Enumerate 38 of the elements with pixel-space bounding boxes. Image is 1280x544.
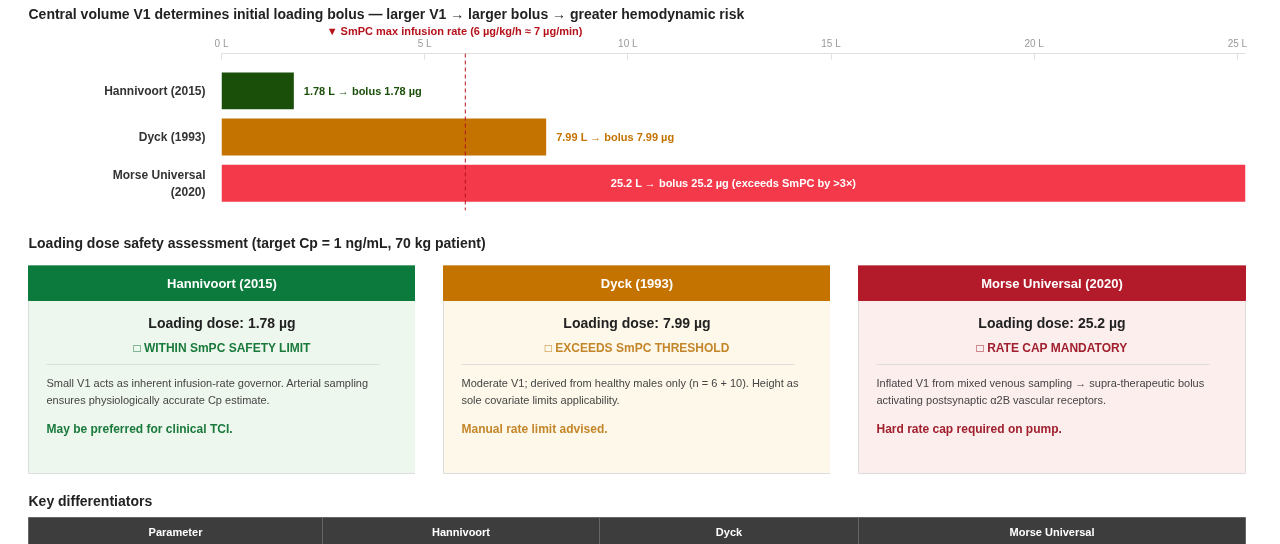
text: □ RATE CAP MANDATORY — [976, 340, 1128, 355]
y-tick-label: Hannivoort (2015) — [104, 83, 206, 98]
bar — [221, 72, 294, 110]
text: Loading dose safety assessment (target Cp = 1 ng/mL, 70 kg patient) — [28, 234, 486, 251]
text: □ EXCEEDS SmPC THRESHOLD — [544, 340, 730, 355]
x-tick-label: 0 L — [214, 37, 229, 49]
x-tick-label: 15 L — [821, 37, 842, 49]
text: Moderate V1; derived from healthy males only (n = 6 + 10). Height as sole covariate limits applicability. — [461, 376, 799, 406]
x-tick-label: 25 L — [1227, 37, 1248, 49]
bar — [221, 118, 547, 156]
category-label: Dyck — [715, 525, 744, 538]
text: Loading dose: 7.99 µg — [563, 314, 711, 331]
x-tick-label: 5 L — [417, 37, 433, 49]
category-label: Hannivoort — [431, 525, 491, 538]
data-label: 7.99 L → bolus 7.99 µg — [556, 131, 675, 144]
x-tick-label: 20 L — [1024, 37, 1045, 49]
text: Loading dose: 25.2 µg — [978, 314, 1126, 331]
ref-line-label: ▼ SmPC max infusion rate (6 µg/kg/h ≈ 7 µg/min) — [326, 24, 583, 37]
text: Inflated V1 from mixed venous sampling → supra-therapeutic bolus activating postsynaptic α2B vascular receptors. — [876, 376, 1205, 406]
text: Hard rate cap required on pump. — [876, 421, 1062, 436]
data-label: 25.2 L → bolus 25.2 µg (exceeds SmPC by >3×) — [610, 177, 857, 190]
text: Manual rate limit advised. — [461, 421, 608, 436]
bar — [221, 164, 1246, 202]
category-label: Morse Universal — [1009, 525, 1095, 538]
data-label: 1.78 L → bolus 1.78 µg — [303, 84, 422, 97]
y-tick-label: Morse Universal (2020) — [112, 167, 206, 199]
chart-title: Central volume V1 determines initial loading bolus — larger V1 → larger bolus → greater hemodynamic risk — [28, 5, 745, 22]
text: May be preferred for clinical TCI. — [46, 421, 233, 436]
y-tick-label: Dyck (1993) — [138, 130, 206, 145]
text: □ WITHIN SmPC SAFETY LIMIT — [133, 340, 312, 355]
text: Morse Universal (2020) — [981, 276, 1123, 291]
text: Loading dose: 1.78 µg — [148, 314, 296, 331]
text: Dyck (1993) — [600, 276, 674, 291]
text: Hannivoort (2015) — [167, 276, 277, 291]
text: Key differentiators — [28, 492, 153, 509]
category-label: Parameter — [148, 525, 204, 538]
text: Small V1 acts as inherent infusion-rate governor. Arterial sampling ensures physiologically accurate Cp estimate. — [46, 376, 369, 406]
x-tick-label: 10 L — [618, 37, 639, 49]
